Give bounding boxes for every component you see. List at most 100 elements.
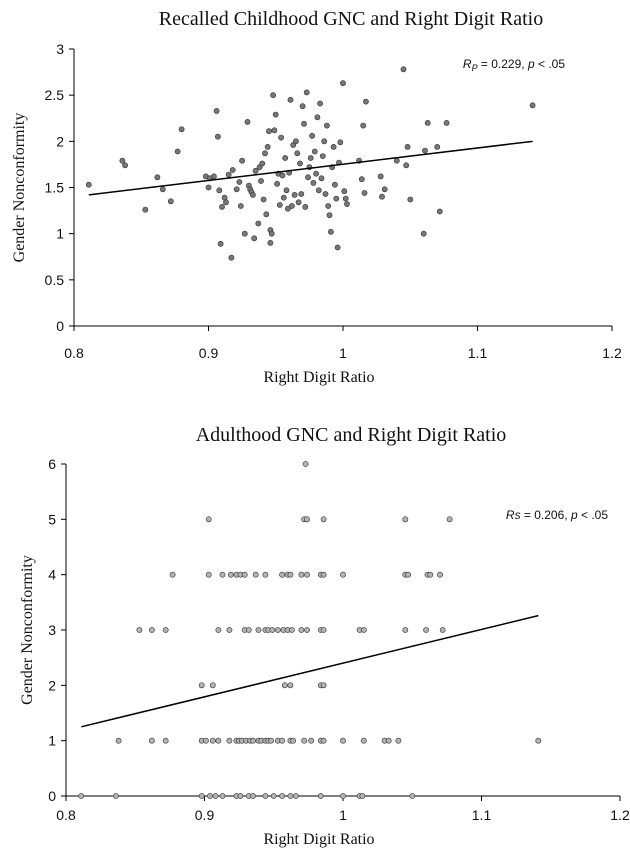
- x-tick-label: 1: [339, 807, 347, 823]
- data-point: [400, 66, 407, 73]
- data-point: [318, 175, 325, 182]
- data-point: [236, 179, 243, 185]
- data-point: [245, 627, 252, 633]
- y-tick-label: 4: [48, 567, 56, 583]
- data-point: [205, 184, 212, 191]
- data-point: [209, 682, 216, 689]
- data-point: [330, 143, 337, 150]
- data-point: [274, 180, 280, 187]
- childhood-gnc-scatter-chart: Recalled Childhood GNC and Right Digit R…: [11, 8, 622, 386]
- data-point: [270, 793, 277, 799]
- data-point: [288, 627, 295, 633]
- data-point: [301, 120, 307, 127]
- data-point: [361, 190, 368, 196]
- data-point: [320, 737, 327, 744]
- data-point: [402, 627, 409, 633]
- data-point: [292, 138, 299, 145]
- p-value-label: p: [570, 508, 578, 522]
- data-point: [259, 160, 266, 167]
- adulthood-gnc-chart-panel: Adulthood GNC and Right Digit Ratio 0.8 0.…: [0, 410, 630, 849]
- data-point: [443, 120, 450, 126]
- data-point: [219, 571, 226, 578]
- data-point: [136, 627, 143, 633]
- data-point: [420, 230, 427, 237]
- data-point: [122, 162, 128, 169]
- data-point: [385, 737, 392, 744]
- data-point: [303, 89, 310, 96]
- x-axis-title: Right Digit Ratio: [263, 831, 374, 848]
- data-point: [326, 212, 333, 219]
- data-point: [260, 196, 267, 203]
- data-point: [437, 571, 443, 578]
- scatter-points: [85, 66, 536, 261]
- data-point: [250, 737, 256, 744]
- data-point: [252, 571, 259, 578]
- data-point: [223, 199, 229, 206]
- data-point: [263, 211, 270, 218]
- data-point: [281, 682, 288, 689]
- data-point: [276, 202, 283, 208]
- data-point: [272, 111, 279, 118]
- data-point: [393, 157, 400, 164]
- data-point: [287, 571, 294, 578]
- y-tick-label: 0: [48, 788, 56, 804]
- data-point: [292, 793, 299, 799]
- x-tick-label: 0.9: [199, 345, 219, 361]
- data-point: [159, 186, 166, 193]
- data-point: [258, 178, 264, 184]
- data-point: [308, 737, 314, 744]
- data-point: [310, 179, 317, 186]
- data-point: [216, 187, 223, 194]
- data-point: [268, 737, 274, 744]
- trend-line: [81, 614, 539, 728]
- data-point: [268, 230, 275, 237]
- y-tick-label: 5: [48, 511, 56, 527]
- data-point: [119, 157, 126, 164]
- data-point: [298, 571, 305, 578]
- data-point: [301, 737, 308, 744]
- p-value-label: p: [527, 57, 535, 71]
- data-point: [298, 627, 305, 633]
- adulthood-gnc-scatter-chart: Adulthood GNC and Right Digit Ratio 0.8 0.…: [19, 424, 630, 848]
- data-point: [317, 793, 324, 799]
- data-point: [342, 195, 349, 202]
- data-point: [282, 155, 289, 161]
- data-point: [422, 147, 428, 154]
- data-point: [262, 571, 269, 578]
- data-point: [427, 571, 434, 578]
- data-point: [333, 195, 340, 202]
- data-point: [262, 793, 269, 799]
- chart-title: Adulthood GNC and Right Digit Ratio: [196, 424, 507, 446]
- data-point: [424, 120, 431, 126]
- y-axis-title: Gender Nonconformity: [19, 555, 36, 705]
- data-point: [315, 187, 322, 194]
- x-axis-title: Right Digit Ratio: [263, 369, 374, 386]
- x-tick-label: 1.2: [602, 345, 622, 361]
- correlation-value: = 0.229,: [478, 57, 528, 71]
- data-point: [142, 206, 149, 213]
- data-point: [334, 244, 341, 251]
- data-point: [162, 737, 169, 744]
- data-point: [215, 627, 222, 633]
- x-tick-label: 0.9: [195, 807, 215, 823]
- data-point: [304, 627, 310, 633]
- data-point: [402, 516, 409, 523]
- data-point: [210, 173, 217, 180]
- data-point: [205, 571, 212, 578]
- data-point: [250, 793, 256, 799]
- data-point: [340, 80, 346, 87]
- data-point: [115, 737, 122, 744]
- y-tick-label: 2: [48, 677, 56, 693]
- data-point: [239, 157, 245, 164]
- data-point: [229, 167, 236, 173]
- scatter-points: [78, 461, 542, 799]
- y-tick-label: 0.5: [45, 272, 65, 288]
- x-tick-label: 0.8: [56, 807, 76, 823]
- data-point: [241, 230, 248, 237]
- data-point: [266, 128, 272, 135]
- data-point: [298, 191, 305, 197]
- data-point: [219, 203, 225, 210]
- data-point: [323, 122, 330, 129]
- x-tick-label: 0.8: [64, 345, 84, 361]
